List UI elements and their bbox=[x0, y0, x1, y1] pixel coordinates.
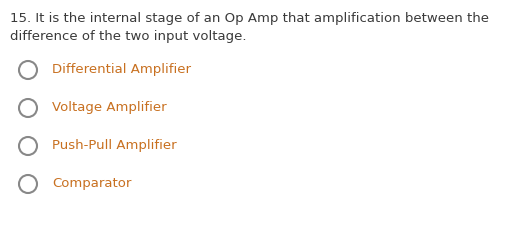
Text: difference of the two input voltage.: difference of the two input voltage. bbox=[10, 30, 246, 43]
Text: 15. It is the internal stage of an Op Amp that amplification between the: 15. It is the internal stage of an Op Am… bbox=[10, 12, 489, 25]
Text: Push-Pull Amplifier: Push-Pull Amplifier bbox=[52, 140, 177, 152]
Text: Voltage Amplifier: Voltage Amplifier bbox=[52, 101, 167, 114]
Text: Differential Amplifier: Differential Amplifier bbox=[52, 64, 191, 77]
Text: Comparator: Comparator bbox=[52, 178, 131, 191]
